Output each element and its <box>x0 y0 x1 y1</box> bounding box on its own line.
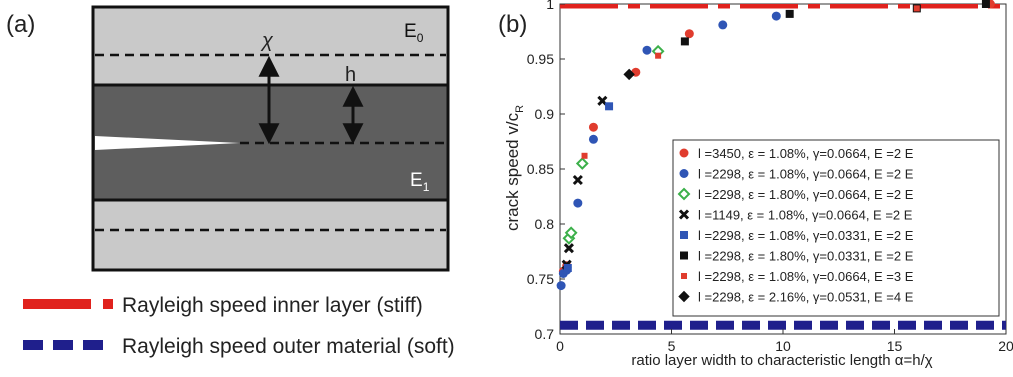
y-axis-label: crack speed v/cR <box>503 105 526 231</box>
data-point <box>563 264 572 272</box>
y-tick-label: 0.85 <box>527 161 554 177</box>
panel-b-label: (b) <box>498 11 527 38</box>
legend-entry: l =2298, ε = 1.08%, γ=0.0331, E =2 E <box>698 228 914 243</box>
y-axis-ticks: 0.7 0.75 0.8 0.85 0.9 0.95 1 <box>527 0 565 342</box>
y-tick-label: 0.75 <box>527 271 554 287</box>
legend-marker <box>677 187 691 201</box>
data-point <box>588 134 598 144</box>
data-point <box>564 226 578 240</box>
crack <box>95 136 240 150</box>
data-point <box>581 152 588 159</box>
data-point <box>913 5 920 12</box>
legend-inner-layer: Rayleigh speed inner layer (stiff) <box>23 294 423 317</box>
x-tick-label: 15 <box>887 338 903 354</box>
reference-lines <box>560 4 1006 330</box>
x-axis-ticks: 0 5 10 15 20 <box>556 329 1013 354</box>
legend-marker <box>679 169 689 178</box>
panel-a-label: (a) <box>6 11 35 38</box>
y-tick-label: 0.7 <box>535 326 555 342</box>
data-point <box>623 68 635 81</box>
legend-outer-material: Rayleigh speed outer material (soft) <box>23 335 455 358</box>
data-point <box>655 52 662 59</box>
data-point <box>556 281 566 291</box>
legend-marker <box>678 209 690 220</box>
y-tick-label: 0.9 <box>535 106 555 122</box>
series-legend-items: l =3450, ε = 1.08%, γ=0.0664, E =2 E l =2… <box>677 146 914 305</box>
data-point <box>605 102 614 111</box>
legend-outer-text: Rayleigh speed outer material (soft) <box>122 335 455 358</box>
legend-entry: l =3450, ε = 1.08%, γ=0.0664, E =2 E <box>698 146 914 161</box>
legend-entry: l =2298, ε = 1.08%, γ=0.0664, E =2 E <box>698 167 914 182</box>
x-axis-label: ratio layer width to characteristic leng… <box>631 352 932 369</box>
data-point <box>597 95 608 106</box>
data-points <box>556 0 995 291</box>
legend-marker <box>680 231 688 239</box>
panel-b: (b) 0.7 0.75 0.8 0.85 0.9 0.95 1 0 5 10 15 20 crac… <box>498 0 1013 369</box>
e0-label: E0 <box>404 21 424 45</box>
legend-entry: l =2298, ε = 2.16%, γ=0.0531, E =4 E <box>698 290 914 305</box>
data-point <box>588 122 598 132</box>
data-point <box>684 29 694 39</box>
chi-label: χ <box>260 30 274 52</box>
panel-a: (a) χ h E0 E1 <box>6 5 450 272</box>
x-tick-label: 5 <box>668 338 676 354</box>
data-point <box>718 20 728 30</box>
series-legend: l =3450, ε = 1.08%, γ=0.0664, E =2 E l =2… <box>672 139 1000 317</box>
data-point <box>573 198 583 208</box>
legend-marker <box>678 290 690 303</box>
data-point <box>771 11 781 21</box>
data-point <box>572 174 583 186</box>
x-tick-label: 0 <box>556 338 564 354</box>
e1-label: E1 <box>410 170 430 194</box>
data-point <box>642 45 652 55</box>
h-label: h <box>345 64 356 86</box>
data-point <box>680 37 689 46</box>
legend-marker <box>680 251 688 260</box>
x-tick-label: 10 <box>775 338 791 354</box>
data-point <box>563 243 574 254</box>
rayleigh-legend: Rayleigh speed inner layer (stiff) Rayle… <box>23 294 455 358</box>
legend-entry: l =1149, ε = 1.08%, γ=0.0664, E =2 E <box>698 208 913 223</box>
data-point <box>575 157 589 170</box>
series-legend-box <box>672 139 1000 317</box>
legend-entry: l =2298, ε = 1.80%, γ=0.0331, E =2 E <box>698 249 914 264</box>
legend-marker <box>679 148 689 158</box>
data-point <box>785 9 794 18</box>
legend-entry: l =2298, ε = 1.80%, γ=0.0664, E =2 E <box>698 187 914 202</box>
legend-inner-text: Rayleigh speed inner layer (stiff) <box>122 294 423 317</box>
x-tick-label: 20 <box>998 338 1013 354</box>
legend-marker <box>681 273 687 279</box>
data-point <box>981 0 990 8</box>
y-tick-label: 0.8 <box>535 216 555 232</box>
y-tick-label: 1 <box>546 0 554 12</box>
y-tick-label: 0.95 <box>527 51 554 67</box>
legend-entry: l =2298, ε = 1.08%, γ=0.0664, E =3 E <box>698 269 914 284</box>
